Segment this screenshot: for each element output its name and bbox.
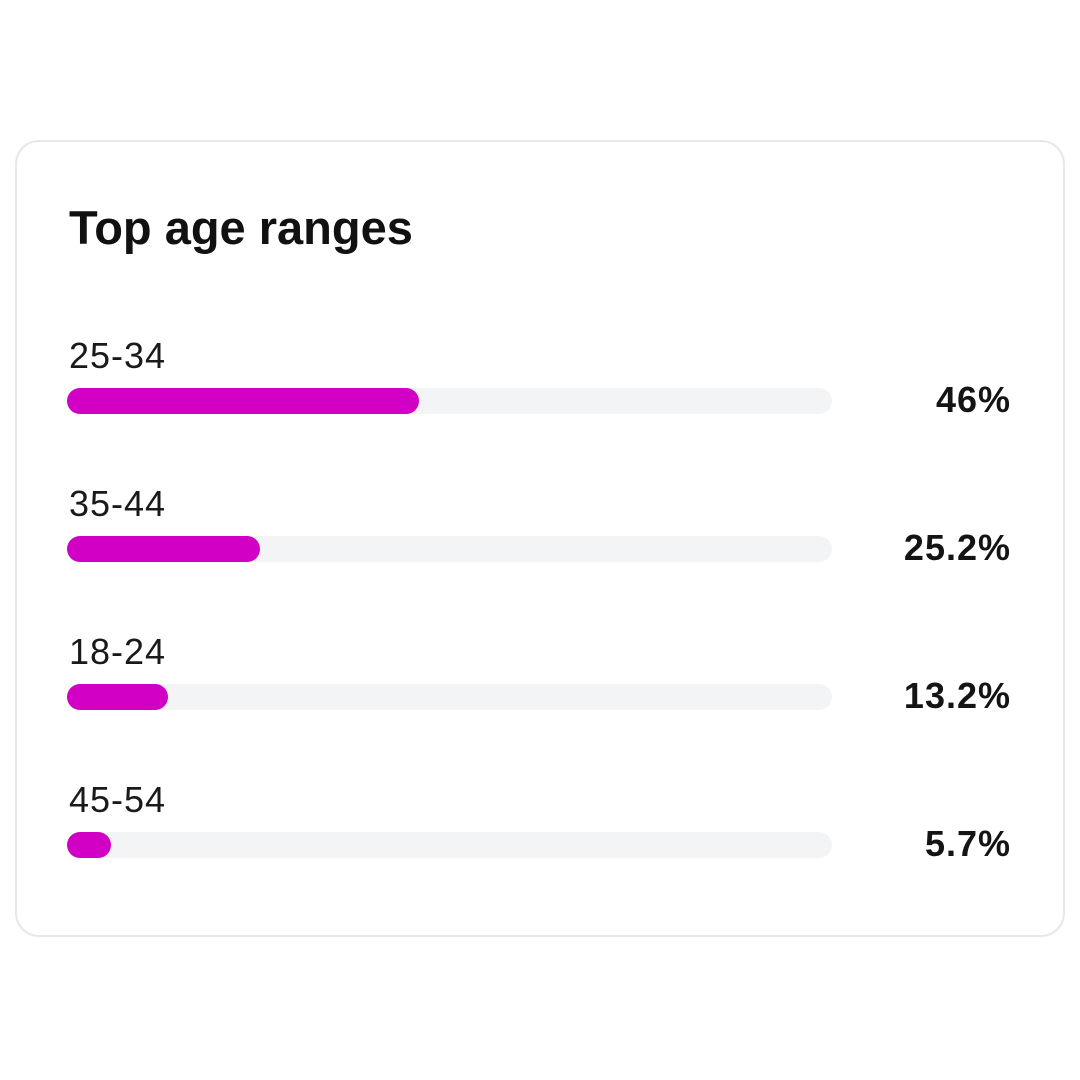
- percentage-value: 13.2%: [903, 675, 1011, 716]
- age-range-label: 45-54: [69, 779, 167, 820]
- bar-fill: [67, 684, 168, 710]
- percentage-value: 25.2%: [903, 527, 1011, 568]
- age-range-row: 35-44 25.2%: [17, 484, 1063, 594]
- percentage-value: 46%: [935, 379, 1011, 420]
- percentage-value: 5.7%: [924, 823, 1011, 864]
- age-ranges-card: Top age ranges 25-34 46% 35-44 25.2% 18-24 13…: [15, 140, 1065, 937]
- age-range-label: 25-34: [69, 335, 167, 376]
- bar-track: [67, 536, 832, 562]
- age-range-row: 25-34 46%: [17, 336, 1063, 446]
- bar-track: [67, 684, 832, 710]
- age-range-bars: 25-34 46% 35-44 25.2% 18-24 13.2% 45-54 5.7%: [17, 142, 1063, 935]
- bar-track: [67, 388, 832, 414]
- age-range-label: 35-44: [69, 483, 167, 524]
- age-range-row: 45-54 5.7%: [17, 780, 1063, 890]
- bar-fill: [67, 536, 260, 562]
- age-range-label: 18-24: [69, 631, 167, 672]
- card-title: Top age ranges: [69, 201, 413, 254]
- bar-fill: [67, 832, 111, 858]
- bar-track: [67, 832, 832, 858]
- age-range-row: 18-24 13.2%: [17, 632, 1063, 742]
- bar-fill: [67, 388, 419, 414]
